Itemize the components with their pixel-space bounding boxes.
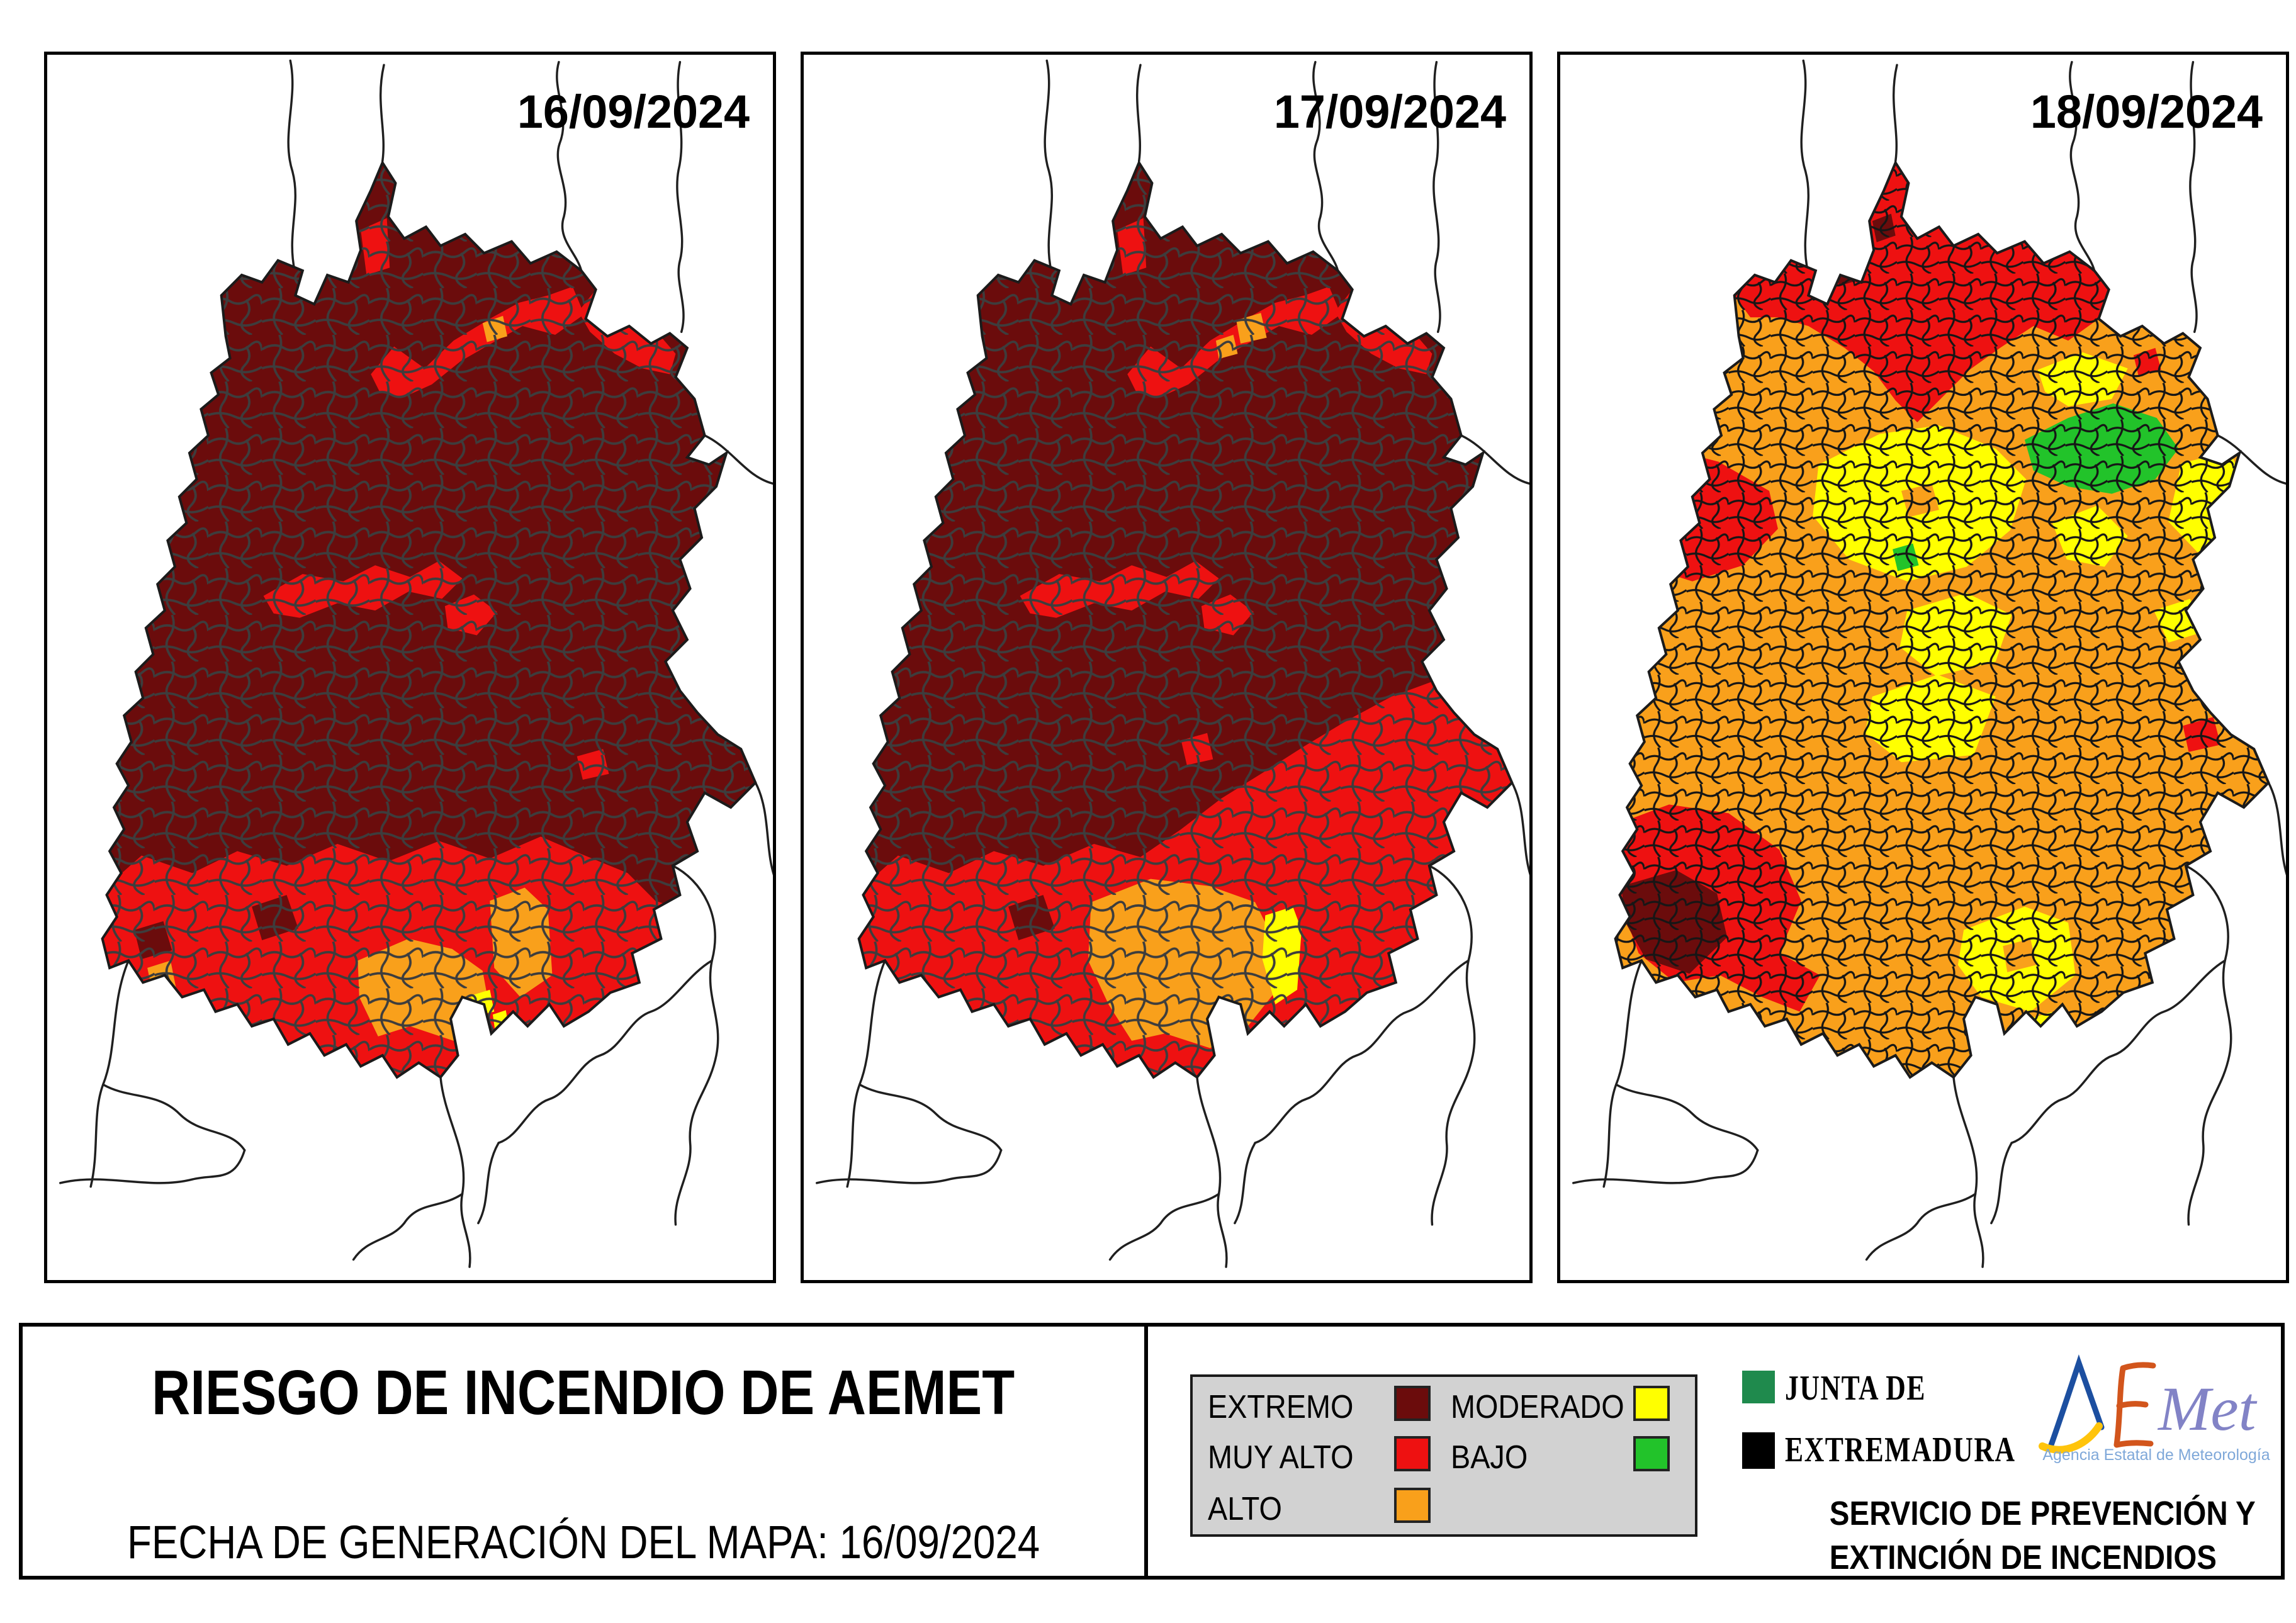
legend-label-muy-alto: MUY ALTO — [1208, 1439, 1354, 1476]
page-title-text: RIESGO DE INCENDIO DE AEMET — [152, 1357, 1015, 1428]
legend-swatch-alto — [1394, 1488, 1431, 1523]
municipal-risk-fills — [1615, 162, 2269, 1077]
legend-label-bajo: BAJO — [1451, 1439, 1528, 1476]
service-text-line1: SERVICIO DE PREVENCIÓN Y — [1829, 1495, 2256, 1532]
risk-legend: EXTREMO MODERADO MUY ALTO BAJO ALTO — [1190, 1374, 1697, 1537]
risk-map-day2: 17/09/2024 — [816, 59, 1529, 1268]
aemet-logo-met: Met — [2157, 1374, 2258, 1444]
aemet-logo-swoosh — [2039, 1422, 2103, 1454]
municipality-borders-overlay — [1615, 162, 2269, 1077]
service-text-line2: EXTINCIÓN DE INCENDIOS — [1829, 1539, 2217, 1576]
legend-swatch-muy-alto — [1394, 1436, 1431, 1471]
aemet-logo-e — [2113, 1362, 2156, 1448]
panel-date-3: 18/09/2024 — [2030, 86, 2263, 138]
legend-label-moderado: MODERADO — [1451, 1389, 1624, 1425]
municipal-risk-fills — [102, 162, 756, 1077]
legend-swatch-moderado — [1633, 1386, 1670, 1421]
map-panel-1: 16/09/2024 — [44, 52, 776, 1283]
map-panel-2: 17/09/2024 — [801, 52, 1533, 1283]
service-text: SERVICIO DE PREVENCIÓN Y EXTINCIÓN DE IN… — [1804, 1491, 2256, 1580]
aemet-logo: Met Agencia Estatal de Meteorología — [2039, 1354, 2270, 1464]
generation-date: FECHA DE GENERACIÓN DEL MAPA: 16/09/2024 — [23, 1515, 1144, 1569]
municipality-borders-overlay — [858, 162, 1512, 1077]
aemet-tagline: Agencia Estatal de Meteorología — [2042, 1446, 2270, 1464]
panel-date-2: 17/09/2024 — [1274, 86, 1506, 138]
generation-date-text: FECHA DE GENERACIÓN DEL MAPA: 16/09/2024 — [127, 1516, 1040, 1568]
footer-divider — [1144, 1327, 1148, 1576]
municipal-risk-fills — [858, 162, 1512, 1077]
footer-strip: RIESGO DE INCENDIO DE AEMET FECHA DE GEN… — [19, 1323, 2285, 1580]
junta-text-line2: EXTREMADURA — [1785, 1430, 2016, 1469]
junta-black-square — [1742, 1432, 1775, 1469]
municipality-borders-overlay — [102, 162, 756, 1077]
risk-map-day1: 16/09/2024 — [59, 59, 773, 1268]
legend-label-alto: ALTO — [1208, 1491, 1282, 1527]
map-panel-3: 18/09/2024 — [1557, 52, 2289, 1283]
legend-swatch-bajo — [1633, 1436, 1670, 1471]
legend-label-extremo: EXTREMO — [1208, 1389, 1354, 1425]
aemet-logo-a — [2048, 1354, 2105, 1448]
junta-green-square — [1742, 1371, 1775, 1403]
risk-map-day3: 18/09/2024 — [1572, 59, 2286, 1268]
junta-text-line1: JUNTA DE — [1785, 1369, 1927, 1408]
panel-date-1: 16/09/2024 — [517, 86, 750, 138]
page-title: RIESGO DE INCENDIO DE AEMET — [23, 1357, 1144, 1429]
legend-swatch-extremo — [1394, 1386, 1431, 1421]
